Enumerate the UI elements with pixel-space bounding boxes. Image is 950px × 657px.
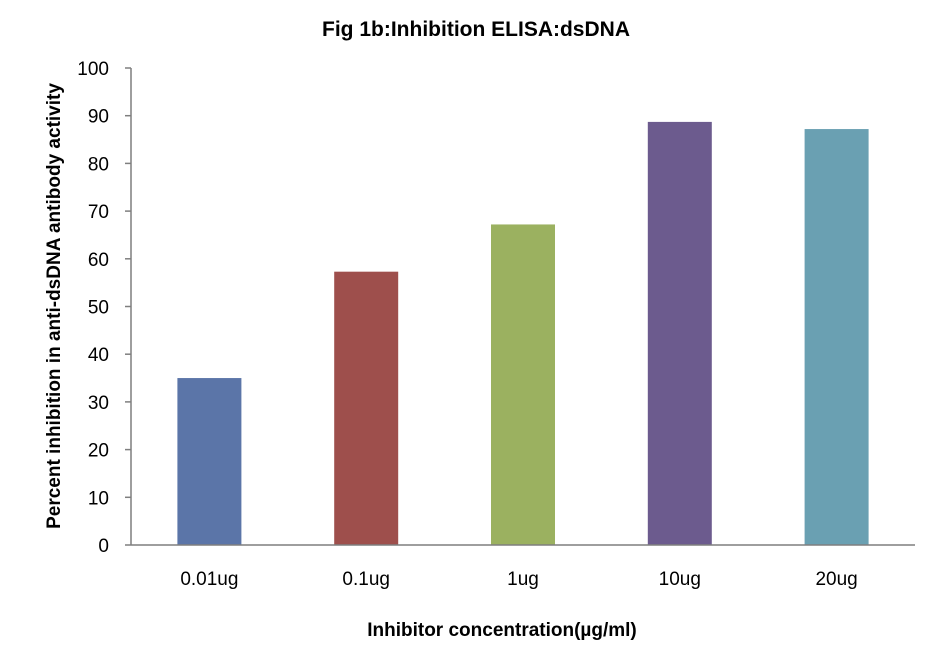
y-tick-label: 60 [88,250,109,271]
y-tick-label: 10 [88,488,109,509]
bar-0.01ug [177,378,242,545]
bar-0.1ug [334,271,399,545]
y-axis-title: Percent inhibition in anti-dsDNA antibod… [44,83,65,529]
y-tick-label: 50 [88,298,109,319]
bar-10ug [647,121,712,545]
y-tick-label: 80 [88,154,109,175]
y-tick-label: 70 [88,202,109,223]
x-axis-title: Inhibitor concentration(µg/ml) [367,620,637,641]
bar-20ug [804,129,869,545]
y-tick-label: 90 [88,107,109,128]
bar-1ug [491,224,555,545]
y-tick-label: 100 [77,59,109,80]
x-tick-label: 10ug [659,569,701,590]
y-tick-label: 30 [88,393,109,414]
x-axis-ticks: 0.01ug 0.1ug 1ug 10ug 20ug [180,569,857,590]
x-tick-label: 0.01ug [180,569,238,590]
y-tick-label: 0 [98,536,109,557]
chart-title: Fig 1b:Inhibition ELISA:dsDNA [322,18,630,41]
x-tick-label: 0.1ug [342,569,390,590]
y-tick-label: 20 [88,441,109,462]
x-tick-label: 1ug [507,569,539,590]
y-axis-ticks: 0 10 20 30 40 50 60 70 80 90 100 [77,59,131,557]
bars [177,121,869,545]
y-tick-label: 40 [88,345,109,366]
x-tick-label: 20ug [815,569,857,590]
